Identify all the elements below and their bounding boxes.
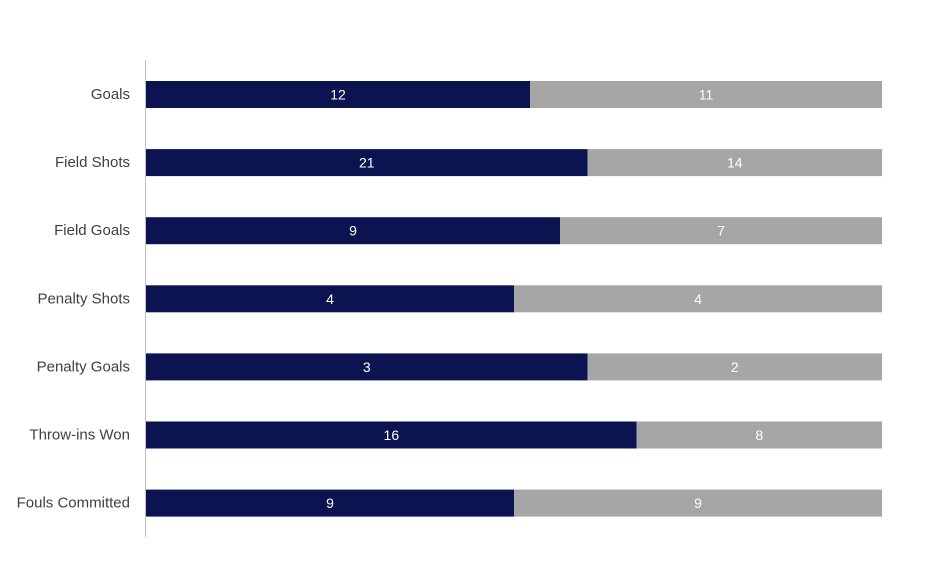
bar-segment-series-2 <box>514 489 882 517</box>
data-label: 16 <box>384 427 400 443</box>
bar-segment-series-2 <box>587 149 882 177</box>
category-label: Goals <box>91 86 130 103</box>
bar-segment-series-2 <box>530 81 882 108</box>
bar-segment-series-2 <box>560 217 882 245</box>
data-label: 2 <box>731 359 739 375</box>
bar-segment-series-1 <box>146 353 588 381</box>
data-label: 7 <box>717 223 725 239</box>
data-label: 14 <box>727 155 743 171</box>
category-label: Field Goals <box>54 222 130 239</box>
bar-segment-series-1 <box>146 421 637 449</box>
data-label: 9 <box>326 495 334 511</box>
category-label: Throw-ins Won <box>29 427 130 444</box>
category-label: Penalty Shots <box>37 290 130 307</box>
category-label: Penalty Goals <box>37 358 130 375</box>
bar-segment-series-1 <box>146 217 560 245</box>
data-label: 21 <box>359 155 375 171</box>
bar-segment-series-1 <box>146 81 530 108</box>
bar-segment-series-2 <box>636 421 882 449</box>
data-label: 3 <box>363 359 371 375</box>
data-label: 9 <box>694 495 702 511</box>
data-label: 9 <box>349 223 357 239</box>
data-label: 4 <box>694 291 702 307</box>
bar-segment-series-1 <box>146 489 514 517</box>
bar-segment-series-1 <box>146 285 514 313</box>
data-label: 4 <box>326 291 334 307</box>
category-label: Field Shots <box>55 154 130 171</box>
data-label: 12 <box>330 87 346 103</box>
category-label: Fouls Committed <box>17 495 130 512</box>
bar-segment-series-2 <box>587 353 882 381</box>
data-label: 8 <box>755 427 763 443</box>
bar-segment-series-2 <box>514 285 882 313</box>
bar-segment-series-1 <box>146 149 588 177</box>
data-label: 11 <box>699 87 714 103</box>
